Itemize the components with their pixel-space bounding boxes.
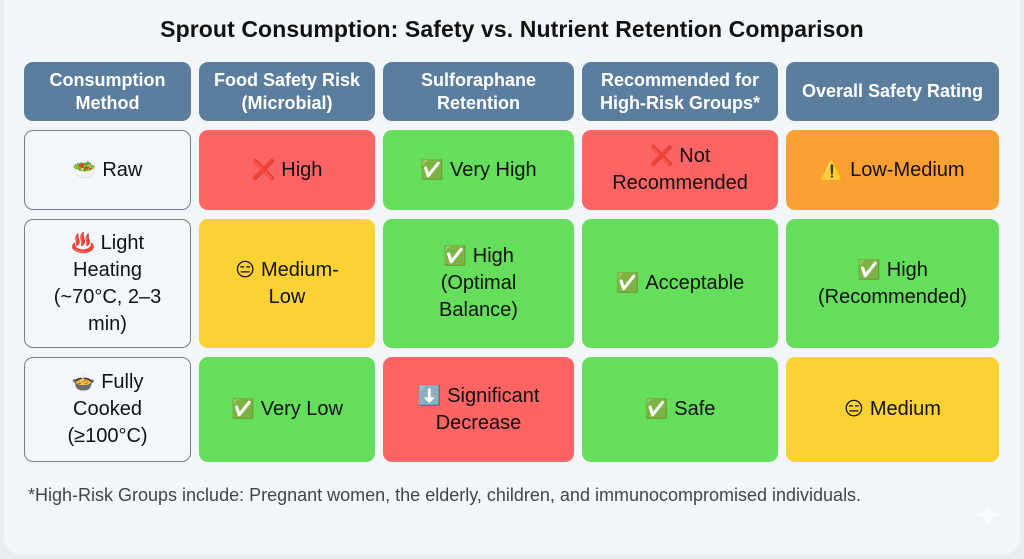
column-header-method: Consumption Method bbox=[24, 62, 191, 121]
hot-springs-icon: ♨️ bbox=[70, 232, 95, 254]
cell-label: High bbox=[281, 158, 323, 181]
column-header-high-risk-groups: Recommended for High-Risk Groups* bbox=[582, 62, 778, 121]
cell-label: Very Low bbox=[260, 398, 343, 420]
cell-label: High (Optimal Balance) bbox=[439, 245, 518, 321]
column-header-overall-rating: Overall Safety Rating bbox=[786, 62, 999, 121]
check-mark-icon: ✅ bbox=[644, 399, 669, 420]
method-label: Fully Cooked (≥100°C) bbox=[67, 371, 148, 447]
cell-label: High (Recommended) bbox=[818, 258, 967, 308]
cell-raw-sulforaphane: ✅ Very High bbox=[383, 130, 574, 210]
sparkle-icon bbox=[975, 502, 1001, 528]
row-method-fully-cooked: 🍲 Fully Cooked (≥100°C) bbox=[24, 357, 191, 462]
page-title: Sprout Consumption: Safety vs. Nutrient … bbox=[160, 16, 864, 42]
check-mark-icon: ✅ bbox=[443, 246, 467, 267]
cell-light-overall: ✅ High (Recommended) bbox=[786, 219, 999, 348]
warning-icon: ⚠️ bbox=[820, 159, 845, 181]
cell-light-sulforaphane: ✅ High (Optimal Balance) bbox=[383, 219, 574, 348]
cross-mark-icon: ❌ bbox=[649, 146, 674, 167]
check-mark-icon: ✅ bbox=[420, 159, 444, 181]
check-mark-icon: ✅ bbox=[615, 273, 640, 294]
check-mark-icon: ✅ bbox=[857, 259, 881, 281]
method-label: Raw bbox=[102, 158, 143, 181]
down-arrow-icon: ⬇️ bbox=[417, 385, 442, 407]
cell-label: Medium bbox=[869, 398, 941, 420]
cell-label: Acceptable bbox=[645, 272, 745, 294]
cell-label: Medium-Low bbox=[261, 258, 339, 308]
neutral-face-icon: 😑 bbox=[844, 399, 864, 420]
cell-label: Significant Decrease bbox=[435, 384, 540, 434]
cell-cooked-high-risk: ✅ Safe bbox=[582, 357, 778, 462]
cell-light-food-safety: 😑 Medium-Low bbox=[199, 219, 375, 348]
cell-label: Very High bbox=[449, 158, 537, 181]
salad-icon: 🥗 bbox=[72, 159, 97, 181]
method-label: Light Heating (~70°C, 2–3 min) bbox=[53, 231, 162, 335]
footnote: *High-Risk Groups include: Pregnant wome… bbox=[28, 485, 862, 505]
cell-label: Safe bbox=[674, 398, 716, 420]
cell-raw-overall: ⚠️ Low-Medium bbox=[786, 130, 999, 210]
row-method-light-heating: ♨️ Light Heating (~70°C, 2–3 min) bbox=[24, 219, 191, 348]
neutral-face-icon: 😑 bbox=[235, 259, 255, 281]
cell-label: Low-Medium bbox=[850, 158, 965, 181]
cell-raw-high-risk: ❌ Not Recommended bbox=[582, 130, 778, 210]
cross-mark-icon: ❌ bbox=[251, 159, 276, 181]
pot-of-food-icon: 🍲 bbox=[71, 372, 96, 393]
cell-label: Not Recommended bbox=[612, 145, 748, 194]
cell-raw-food-safety: ❌ High bbox=[199, 130, 375, 210]
column-header-food-safety-risk: Food Safety Risk (Microbial) bbox=[199, 62, 375, 121]
cell-cooked-sulforaphane: ⬇️ Significant Decrease bbox=[383, 357, 574, 462]
cell-cooked-overall: 😑 Medium bbox=[786, 357, 999, 462]
cell-light-high-risk: ✅ Acceptable bbox=[582, 219, 778, 348]
cell-cooked-food-safety: ✅ Very Low bbox=[199, 357, 375, 462]
check-mark-icon: ✅ bbox=[231, 399, 255, 420]
row-method-raw: 🥗 Raw bbox=[24, 130, 191, 210]
column-header-sulforaphane-retention: Sulforaphane Retention bbox=[383, 62, 574, 121]
